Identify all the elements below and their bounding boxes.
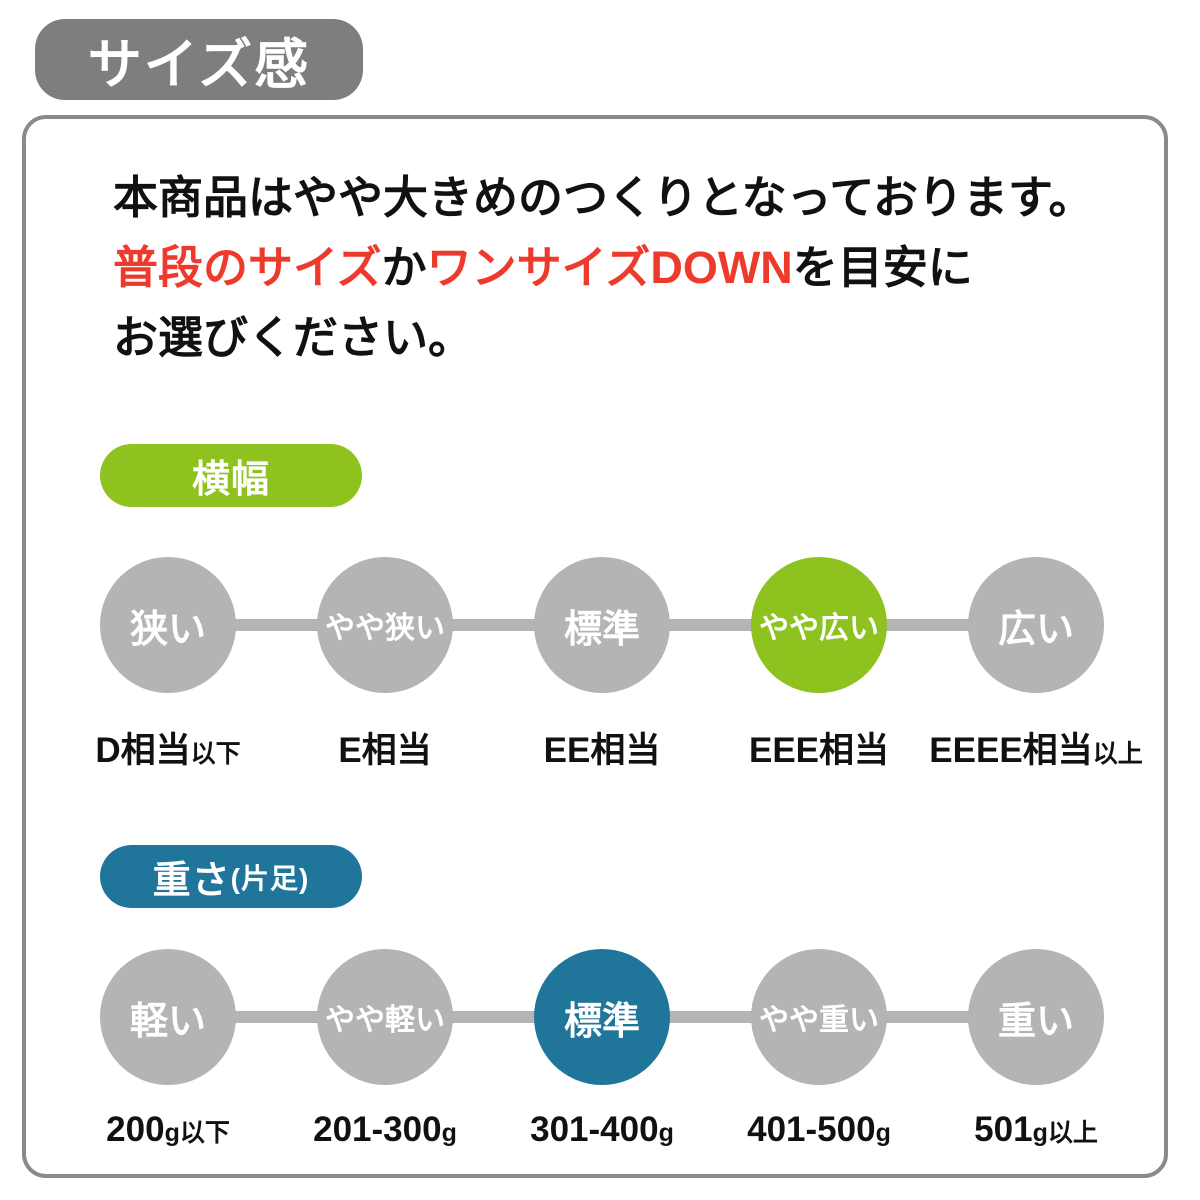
width-badge-label: 横幅 xyxy=(191,459,270,501)
width-circle-slightly-narrow: やや狭い xyxy=(317,557,453,693)
intro-line-3: お選びください。 xyxy=(113,312,474,363)
width-circle-wide: 広い xyxy=(968,557,1104,693)
width-circle-standard: 標準 xyxy=(534,557,670,693)
weight-label-over-501g: 501g以上 xyxy=(974,1110,1098,1149)
weight-circle-standard-selected: 標準 xyxy=(534,949,670,1085)
weight-label-401-500g: 401-500g xyxy=(747,1110,891,1149)
weight-circle-light: 軽い xyxy=(100,949,236,1085)
weight-label-301-400g: 301-400g xyxy=(530,1110,674,1149)
weight-badge-label: 重さ xyxy=(152,860,231,902)
section-title: サイズ感 xyxy=(87,35,311,95)
weight-label-under-200g: 200g以下 xyxy=(106,1110,230,1149)
intro-emphasis-usual-size: 普段のサイズ xyxy=(113,242,382,293)
width-circle-narrow: 狭い xyxy=(100,557,236,693)
weight-badge-note: (片足) xyxy=(230,862,310,894)
weight-badge: 重さ (片足) xyxy=(100,845,362,908)
width-circle-slightly-wide-selected: やや広い xyxy=(751,557,887,693)
weight-circle-slightly-light: やや軽い xyxy=(317,949,453,1085)
weight-circle-slightly-heavy: やや重い xyxy=(751,949,887,1085)
intro-line-2: 普段のサイズかワンサイズDOWNを目安に xyxy=(113,233,1094,303)
weight-label-201-300g: 201-300g xyxy=(313,1110,457,1149)
weight-circle-heavy: 重い xyxy=(968,949,1104,1085)
width-label-eee: EEE相当 xyxy=(748,731,890,770)
intro-text: 本商品はやや大きめのつくりとなっております。 普段のサイズかワンサイズDOWNを… xyxy=(113,163,1094,373)
width-badge: 横幅 xyxy=(100,444,362,507)
section-title-badge: サイズ感 xyxy=(35,19,363,100)
intro-emphasis-one-size-down: ワンサイズDOWN xyxy=(426,242,793,293)
intro-line-1: 本商品はやや大きめのつくりとなっております。 xyxy=(113,172,1094,223)
width-label-eeee: EEEE相当以上 xyxy=(929,731,1143,770)
intro-plain-ka: か xyxy=(381,242,427,293)
width-label-ee: EE相当 xyxy=(543,731,661,770)
width-label-d: D相当以下 xyxy=(95,731,241,770)
intro-plain-guide: を目安に xyxy=(792,242,973,293)
width-label-e: E相当 xyxy=(338,731,432,770)
